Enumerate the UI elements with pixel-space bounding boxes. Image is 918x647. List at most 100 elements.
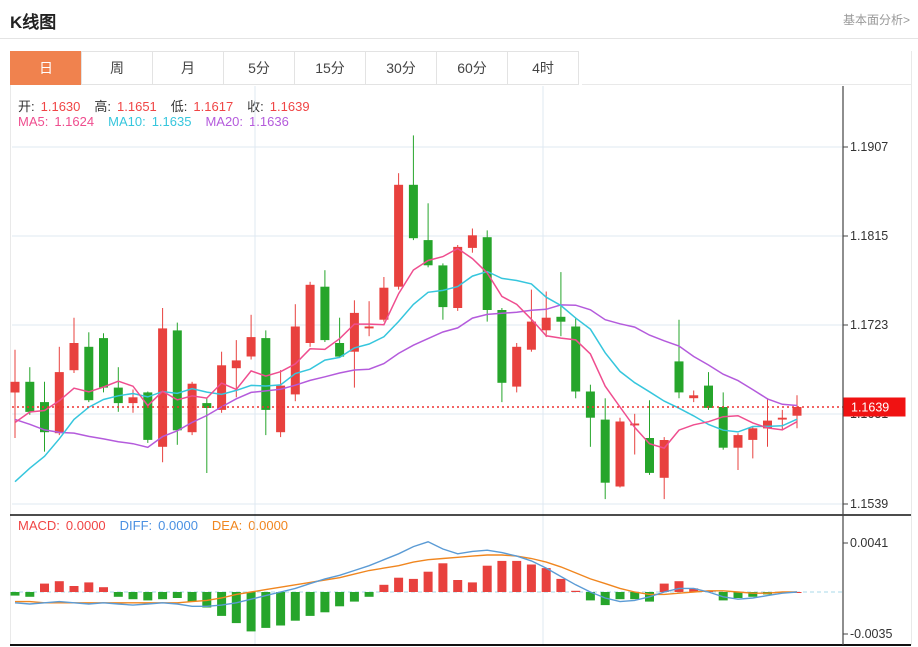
candle-body [217, 365, 227, 410]
candle-body [335, 343, 345, 357]
candle-body [143, 392, 153, 440]
legend-value: 1.1636 [249, 114, 289, 129]
candle-body [99, 338, 108, 388]
interval-tabbar: 日周月 5分 15分 30分 60分 4时 [10, 51, 579, 85]
macd-hist-bar [630, 592, 640, 600]
legend-value: 1.1624 [54, 114, 95, 129]
candle-body [571, 326, 581, 392]
tab-interval-0[interactable]: 日 [10, 51, 82, 85]
candle-body [659, 440, 669, 478]
macd-hist-bar [394, 577, 404, 592]
macd-hist-bar [158, 592, 168, 600]
macd-hist-bar [276, 592, 286, 626]
macd-hist-bar [187, 592, 197, 602]
candle-body [158, 328, 168, 447]
legend-label: DEA: [211, 518, 243, 533]
candle-body [630, 423, 640, 426]
candle-body [645, 438, 654, 473]
macd-hist-bar [408, 578, 418, 592]
ma20-line [14, 304, 798, 449]
tab-interval-5[interactable]: 30分 [365, 51, 437, 85]
candle-body [172, 330, 182, 431]
tab-interval-1[interactable]: 周 [81, 51, 153, 85]
candle-body [202, 403, 212, 408]
macd-hist-bar [674, 581, 684, 592]
tab-interval-2[interactable]: 月 [152, 51, 224, 85]
legend-label: 开: [18, 99, 35, 114]
candle-body [128, 397, 138, 404]
macd-hist-bar [526, 564, 536, 592]
ma5-line [14, 247, 798, 449]
legend-label: MA20: [205, 114, 244, 129]
candle-body [408, 184, 418, 239]
macd-hist-bar [69, 586, 79, 592]
legend-value: 1.1639 [269, 99, 310, 114]
legend-value: 1.1630 [40, 99, 81, 114]
macd-legend: MACD: 0.0000 DIFF: 0.0000 DEA: 0.0000 [18, 518, 302, 533]
chart-area[interactable]: 1.19071.18151.17231.16311.15390.0041-0.0… [0, 84, 918, 647]
candle-body [423, 240, 433, 266]
diff-line [14, 541, 798, 607]
macd-hist-bar [261, 592, 271, 628]
candle-body [777, 417, 787, 420]
macd-hist-bar [217, 592, 227, 616]
candle-body [763, 420, 772, 429]
macd-hist-bar [25, 592, 35, 597]
macd-hist-bar [290, 592, 300, 621]
macd-hist-bar [482, 565, 492, 592]
panel-border-left [10, 51, 11, 645]
tabbar-rest-border [582, 84, 912, 85]
tab-interval-6[interactable]: 60分 [436, 51, 508, 85]
macd-hist-bar [99, 587, 108, 592]
tab-interval-7[interactable]: 4时 [507, 51, 579, 85]
candle-body [556, 316, 566, 322]
macd-hist-bar [246, 592, 256, 632]
macd-hist-bar [467, 582, 477, 592]
tab-interval-4[interactable]: 15分 [294, 51, 366, 85]
macd-hist-bar [423, 571, 433, 592]
candle-body [10, 381, 20, 393]
candle-body [541, 317, 551, 331]
candle-body [497, 310, 507, 383]
candle-body [615, 421, 625, 487]
candle-body [231, 360, 241, 369]
candle-body [674, 361, 684, 393]
candle-body [379, 287, 389, 320]
macd-hist-bar [497, 560, 507, 592]
candle-body [526, 321, 536, 350]
candle-body [453, 246, 463, 308]
panel-border-right [911, 51, 912, 645]
fundamental-analysis-link[interactable]: 基本面分析> [842, 13, 910, 27]
candle-body [364, 326, 374, 329]
candle-body [290, 326, 300, 395]
macd-hist-bar [305, 592, 315, 616]
current-price-badge [843, 397, 906, 417]
legend-value: 1.1651 [117, 99, 157, 114]
macd-hist-bar [689, 588, 699, 592]
macd-hist-bar [172, 592, 182, 598]
header-divider [0, 38, 918, 39]
kline-chart-svg[interactable]: 1.19071.18151.17231.16311.15390.0041-0.0… [0, 84, 918, 647]
candle-body [276, 385, 286, 433]
macd-hist-bar [54, 581, 64, 592]
macd-hist-bar [585, 592, 595, 601]
macd-hist-bar [143, 592, 153, 601]
macd-hist-bar [541, 568, 551, 592]
macd-hist-bar [320, 592, 330, 613]
legend-value: 0.0000 [65, 518, 106, 533]
axis-label: 0.0041 [850, 536, 888, 550]
legend-label: MA10: [108, 114, 146, 129]
macd-hist-bar [84, 582, 94, 592]
axis-label: 1.1723 [850, 318, 888, 332]
candle-body [25, 381, 35, 412]
legend-label: MACD: [18, 518, 60, 533]
dea-line [15, 554, 797, 604]
candle-body [704, 385, 713, 408]
legend-label: 低: [170, 99, 188, 114]
tab-interval-3[interactable]: 5分 [223, 51, 295, 85]
candle-body [69, 343, 79, 371]
ma-legend: MA5: 1.1624 MA10: 1.1635 MA20: 1.1636 [18, 114, 303, 129]
candle-body [585, 391, 595, 418]
candle-body [54, 372, 64, 434]
